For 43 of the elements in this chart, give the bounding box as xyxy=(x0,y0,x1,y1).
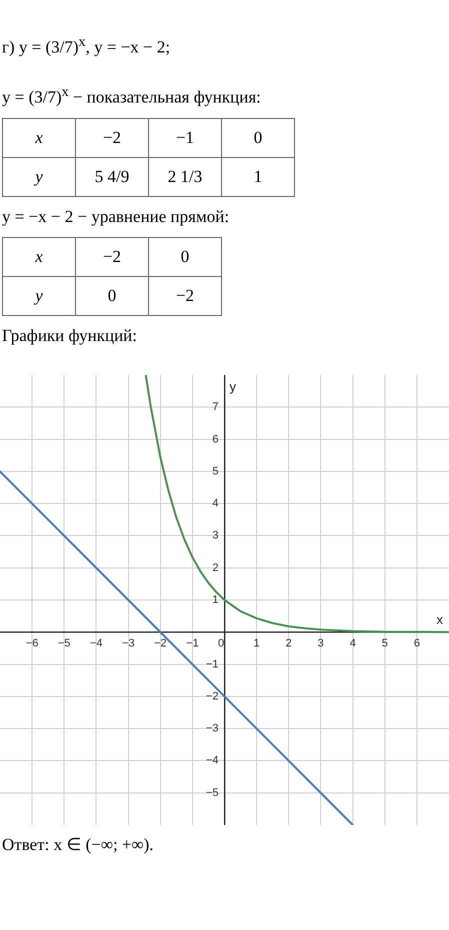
y-tick-label: 3 xyxy=(212,530,218,542)
y-tick-label: 5 xyxy=(212,465,218,478)
text: 5 4/9 xyxy=(76,158,148,197)
x-tick-label: −4 xyxy=(90,638,102,650)
text: 2 1/3 xyxy=(148,158,222,197)
text: Ответ: x ∈ (−∞; +∞). xyxy=(2,834,155,856)
text: −2 xyxy=(76,238,148,277)
x-tick-label: 6 xyxy=(414,638,420,650)
text: x xyxy=(2,238,76,277)
y-tick-label: −5 xyxy=(206,786,218,799)
y-tick-label: −3 xyxy=(206,722,218,734)
y-tick-label: 7 xyxy=(212,401,218,414)
x-tick-label: 3 xyxy=(318,638,324,650)
text: 0 xyxy=(148,238,222,277)
x-tick-label: −5 xyxy=(58,638,70,650)
y-axis-title: y xyxy=(230,378,236,394)
x-tick-label: 0 xyxy=(218,638,224,650)
y-tick-label: 2 xyxy=(212,562,218,574)
chart-title: Графики функций: xyxy=(2,326,138,347)
y-tick-label: 6 xyxy=(212,433,218,446)
x-tick-label: 1 xyxy=(254,638,260,650)
x-tick-label: −6 xyxy=(26,638,38,650)
y-tick-label: 4 xyxy=(212,497,218,510)
x-tick-label: −3 xyxy=(122,638,135,650)
text: −2 xyxy=(76,118,148,158)
text: y xyxy=(2,276,76,316)
x-tick-label: −2 xyxy=(154,638,167,650)
y-tick-label: −2 xyxy=(206,690,218,702)
x-tick-label: −1 xyxy=(186,638,199,650)
text: 0 xyxy=(222,118,294,158)
y-tick-label: −1 xyxy=(206,658,218,670)
x-tick-label: 2 xyxy=(286,638,292,650)
y-tick-label: 1 xyxy=(212,594,218,606)
x-axis-title: x xyxy=(436,612,444,628)
text: y xyxy=(2,158,76,197)
x-tick-label: 5 xyxy=(382,638,388,650)
text: г) y = (3/7)$^{x}$, y = −x − 2; xyxy=(2,34,172,58)
text: 0 xyxy=(76,276,148,316)
text: y = −x − 2 − уравнение прямой: xyxy=(2,207,230,228)
x-tick-label: 4 xyxy=(350,638,356,650)
text: y = (3/7)$^{x}$ − показательная функция: xyxy=(2,84,262,108)
y-tick-label: −4 xyxy=(206,754,218,767)
text: x xyxy=(2,118,76,158)
